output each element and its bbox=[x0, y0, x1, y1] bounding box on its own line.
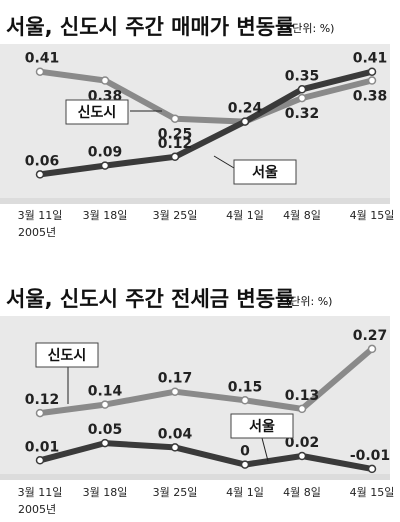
series-line-1 bbox=[37, 68, 375, 178]
data-point bbox=[170, 114, 180, 123]
series-tag-label: 서울 bbox=[249, 418, 275, 435]
data-label: 0.01 bbox=[25, 439, 60, 455]
data-point bbox=[35, 456, 45, 465]
year-note: 2005년 bbox=[18, 226, 56, 239]
data-point bbox=[100, 400, 110, 409]
series-tag-seoul: 서울 bbox=[213, 155, 297, 185]
chart-jeonse-deposit: 서울, 신도시 주간 전세금 변동률 (단위: %) 0.120.140.170… bbox=[0, 287, 394, 516]
x-tick-label: 3월 11일 bbox=[18, 485, 63, 499]
series-tag-sindosi: 신도시 bbox=[65, 99, 162, 125]
label-layer: 0.410.380.250.24 0.320.380.060.090.120.35… bbox=[25, 51, 388, 170]
data-label: 0.27 bbox=[353, 328, 388, 344]
series-layer bbox=[35, 67, 377, 179]
x-tick-label: 3월 11일 bbox=[18, 208, 63, 222]
x-tick-label: 4월 8일 bbox=[283, 485, 321, 499]
unit-note: (단위: %) bbox=[288, 22, 334, 35]
axis-band bbox=[0, 474, 390, 480]
data-label: 0.06 bbox=[25, 153, 60, 169]
x-tick-label: 3월 25일 bbox=[153, 485, 198, 499]
data-label: 0.17 bbox=[158, 371, 193, 387]
data-label: 0.12 bbox=[158, 136, 193, 152]
data-label: 0.24 bbox=[228, 101, 263, 117]
data-point bbox=[297, 85, 307, 94]
tick-layer: 3월 11일 3월 18일 3월 25일 4월 1일 4월 8일 4월 15일 bbox=[18, 485, 395, 499]
tick-layer: 3월 11일 3월 18일 3월 25일 4월 1일 4월 8일 4월 15일 bbox=[18, 208, 395, 222]
data-label: 0.35 bbox=[285, 68, 320, 84]
series-tag-sindosi: 신도시 bbox=[35, 342, 99, 404]
data-label: 0.14 bbox=[88, 384, 123, 400]
x-tick-label: 4월 15일 bbox=[350, 485, 395, 499]
data-point bbox=[240, 396, 250, 405]
data-label: -0.01 bbox=[350, 448, 390, 464]
year-note: 2005년 bbox=[18, 503, 56, 516]
data-point bbox=[297, 404, 307, 414]
series-tag-label: 신도시 bbox=[48, 348, 87, 364]
series-line-0 bbox=[37, 68, 375, 125]
data-point bbox=[367, 76, 377, 85]
data-point bbox=[35, 67, 45, 76]
data-label: 0 bbox=[240, 444, 250, 460]
data-point bbox=[367, 464, 377, 474]
data-label: 0.32 bbox=[285, 106, 320, 122]
data-label: 0.41 bbox=[25, 51, 60, 67]
label-layer: 0.12 0.14 0.17 0.15 0.13 0.27 0.01 0.05 0.04 0 0.0… bbox=[25, 328, 390, 464]
series-tag-seoul: 서울 bbox=[230, 413, 294, 462]
data-point bbox=[100, 76, 110, 85]
data-label: 0.12 bbox=[25, 392, 60, 408]
x-tick-label: 4월 1일 bbox=[226, 485, 264, 499]
chart-title: 서울, 신도시 주간 매매가 변동률 bbox=[6, 15, 294, 39]
data-label: 0.41 bbox=[353, 51, 388, 67]
axis-band bbox=[0, 198, 390, 204]
data-label: 0.09 bbox=[88, 145, 123, 161]
x-tick-label: 3월 25일 bbox=[153, 208, 198, 222]
data-point bbox=[170, 387, 180, 396]
data-point bbox=[100, 438, 110, 448]
data-label: 0.38 bbox=[353, 89, 388, 105]
data-point bbox=[297, 451, 307, 461]
series-line-1 bbox=[37, 440, 375, 472]
data-point bbox=[170, 443, 180, 452]
chart-sales-price: 서울, 신도시 주간 매매가 변동률 (단위: %) 0.410.380.250… bbox=[0, 15, 394, 239]
data-label: 0.02 bbox=[285, 435, 320, 451]
x-tick-label: 3월 18일 bbox=[83, 208, 128, 222]
data-point bbox=[35, 408, 45, 418]
data-label: 0.05 bbox=[88, 422, 123, 438]
data-point bbox=[240, 460, 250, 469]
data-point bbox=[297, 93, 307, 103]
data-label: 0.04 bbox=[158, 426, 193, 442]
data-point bbox=[100, 161, 110, 170]
x-tick-label: 3월 18일 bbox=[83, 485, 128, 499]
chart-title: 서울, 신도시 주간 전세금 변동률 bbox=[6, 287, 294, 311]
data-point bbox=[367, 67, 377, 76]
x-tick-label: 4월 8일 bbox=[283, 208, 321, 222]
data-point bbox=[240, 117, 250, 126]
data-label: 0.13 bbox=[285, 388, 320, 404]
x-tick-label: 4월 1일 bbox=[226, 208, 264, 222]
series-line-0 bbox=[37, 345, 375, 417]
data-point bbox=[170, 152, 180, 162]
data-point bbox=[35, 170, 45, 179]
unit-note: (단위: %) bbox=[286, 295, 332, 308]
series-tag-label: 서울 bbox=[252, 164, 278, 181]
data-label: 0.25 bbox=[158, 127, 193, 143]
series-tag-label: 신도시 bbox=[78, 105, 117, 121]
x-tick-label: 4월 15일 bbox=[350, 208, 395, 222]
data-label: 0.15 bbox=[228, 379, 263, 395]
series-layer bbox=[35, 344, 377, 474]
data-point bbox=[367, 344, 377, 354]
